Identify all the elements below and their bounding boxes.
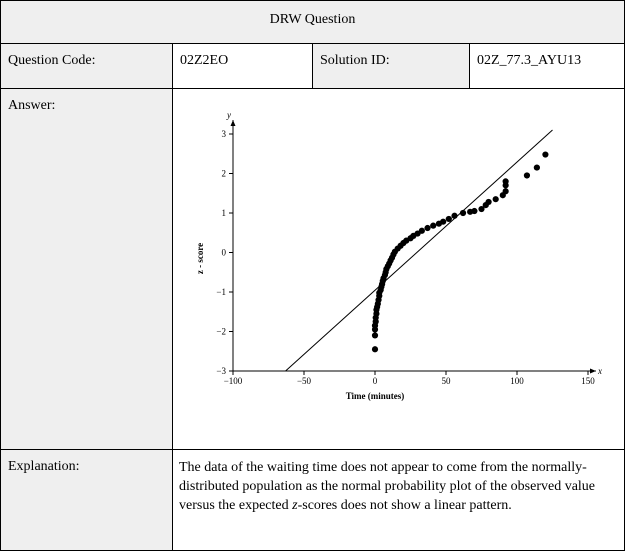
x-tick-label: −50 (297, 376, 312, 386)
data-point (502, 178, 509, 185)
data-point (533, 164, 540, 171)
explanation-text: The data of the waiting time does not ap… (172, 449, 625, 551)
data-point (424, 224, 431, 232)
explanation-z-symbol: z (292, 498, 298, 513)
reference-line (285, 129, 553, 372)
x-axis-arrow-icon (590, 368, 596, 374)
data-point (502, 188, 509, 195)
data-point (451, 212, 458, 219)
question-code-label: Question Code: (0, 43, 173, 89)
x-tick-label: 150 (581, 376, 595, 386)
data-point (371, 332, 379, 339)
x-tick-label: −100 (224, 376, 243, 386)
data-point (440, 218, 447, 225)
explanation-text-start: The data of the waiting time does not ap… (179, 460, 596, 513)
normal-probability-plot: −100 −50 0 50 100 150 −3 −2 −1 0 1 2 3 Time (minutes… (195, 110, 602, 401)
data-point (459, 209, 467, 217)
data-point (371, 346, 379, 353)
plot-axes (230, 120, 596, 374)
data-point (523, 172, 531, 179)
x-tick-label: 100 (510, 376, 524, 386)
y-axis-title: z - score (195, 243, 205, 274)
data-point (445, 215, 452, 223)
y-tick-label: −3 (216, 366, 226, 376)
data-point (430, 222, 437, 229)
data-point (485, 198, 492, 206)
data-point (471, 207, 478, 215)
question-code-value: 02Z2EO (172, 43, 313, 89)
data-points (371, 151, 549, 353)
x-tick-label: 50 (442, 376, 452, 386)
y-tick-label: −1 (216, 287, 226, 297)
x-axis-title: Time (minutes) (346, 391, 405, 401)
y-axis-arrow-icon (230, 120, 236, 126)
plot-ticks: −100 −50 0 50 100 150 −3 −2 −1 0 1 2 3 (216, 129, 595, 386)
data-point (542, 151, 549, 158)
y-tick-label: 1 (222, 208, 227, 218)
y-tick-label: 0 (222, 248, 227, 258)
y-tick-label: 2 (222, 169, 227, 179)
answer-label: Answer: (0, 88, 173, 450)
data-point (478, 205, 485, 213)
data-point (492, 196, 499, 203)
y-tick-label: −2 (216, 327, 226, 337)
y-tick-label: 3 (222, 129, 227, 139)
solution-id-value: 02Z_77.3_AYU13 (469, 43, 625, 89)
explanation-label: Explanation: (0, 449, 173, 551)
answer-cell: −100 −50 0 50 100 150 −3 −2 −1 0 1 2 3 Time (minutes… (172, 88, 625, 450)
y-axis-name: y (226, 110, 231, 120)
data-point (418, 227, 425, 234)
page-title: DRW Question (0, 0, 625, 44)
x-tick-label: 0 (373, 376, 378, 386)
solution-id-label: Solution ID: (312, 43, 470, 89)
x-axis-name: x (597, 366, 602, 376)
explanation-text-end: -scores does not show a linear pattern. (297, 498, 512, 513)
